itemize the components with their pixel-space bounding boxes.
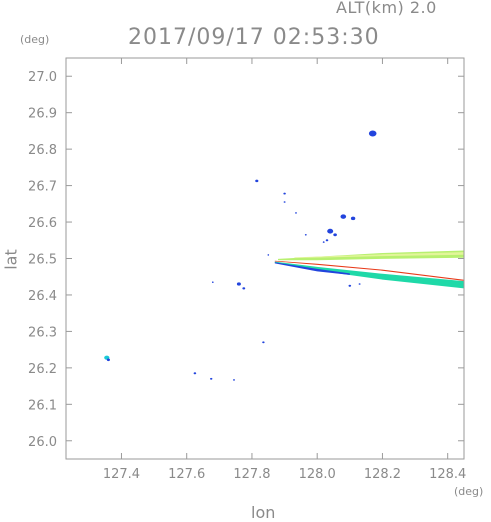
echo-point <box>333 233 337 237</box>
y-tick-label: 26.1 <box>28 398 57 413</box>
x-tick-label: 127.6 <box>168 467 205 482</box>
y-tick-label: 26.2 <box>28 362 57 377</box>
echo-point <box>368 130 377 137</box>
echo-point <box>340 214 347 219</box>
y-tick-label: 26.5 <box>28 253 57 268</box>
y-tick-label: 26.9 <box>28 107 57 122</box>
echo-point <box>283 201 286 203</box>
echo-point <box>212 281 214 284</box>
echo-point <box>262 341 265 344</box>
echo-streak-upper-core <box>294 252 464 259</box>
echo-point <box>267 254 270 256</box>
echo-point <box>350 216 356 221</box>
echo-point <box>106 358 110 362</box>
y-tick-label: 26.0 <box>28 435 57 450</box>
y-tick-label: 27.0 <box>28 70 57 85</box>
echo-point <box>236 282 241 286</box>
altitude-label: ALT(km) 2.0 <box>336 0 437 17</box>
echo-point <box>348 284 352 287</box>
x-tick-label: 127.8 <box>233 467 270 482</box>
echo-point <box>255 179 259 183</box>
x-tick-label: 128.4 <box>429 467 466 482</box>
x-tick-label: 128.2 <box>364 467 401 482</box>
echo-point <box>311 268 314 271</box>
echo-point <box>283 192 286 195</box>
echo-point <box>233 379 235 381</box>
y-tick-label: 26.4 <box>28 289 57 304</box>
x-axis-unit: (deg) <box>454 485 484 498</box>
echo-streak-lower <box>274 261 464 289</box>
echo-point <box>358 283 361 285</box>
echo-streak-middle-red <box>274 260 464 281</box>
x-tick-label: 127.4 <box>103 467 140 482</box>
y-tick-label: 26.8 <box>28 143 57 158</box>
echo-point <box>193 372 197 375</box>
echo-point <box>304 234 307 236</box>
y-axis-unit: (deg) <box>20 33 50 46</box>
x-axis-title: lon <box>251 503 276 522</box>
axes: 26.0 26.1 26.2 26.3 26.4 26.5 26.6 26.7 26.8 26.9… <box>28 57 466 482</box>
echo-point <box>322 241 325 243</box>
echo-point <box>210 377 213 380</box>
y-tick-label: 26.6 <box>28 216 57 231</box>
y-tick-label: 26.7 <box>28 180 57 195</box>
echo-point <box>242 287 246 290</box>
echo-point <box>295 212 297 214</box>
x-tick-label: 128.0 <box>299 467 336 482</box>
plot-area <box>104 130 464 381</box>
echo-point <box>325 239 329 242</box>
echo-point <box>327 228 334 234</box>
datetime-title: 2017/09/17 02:53:30 <box>128 25 380 50</box>
y-tick-label: 26.3 <box>28 325 57 340</box>
